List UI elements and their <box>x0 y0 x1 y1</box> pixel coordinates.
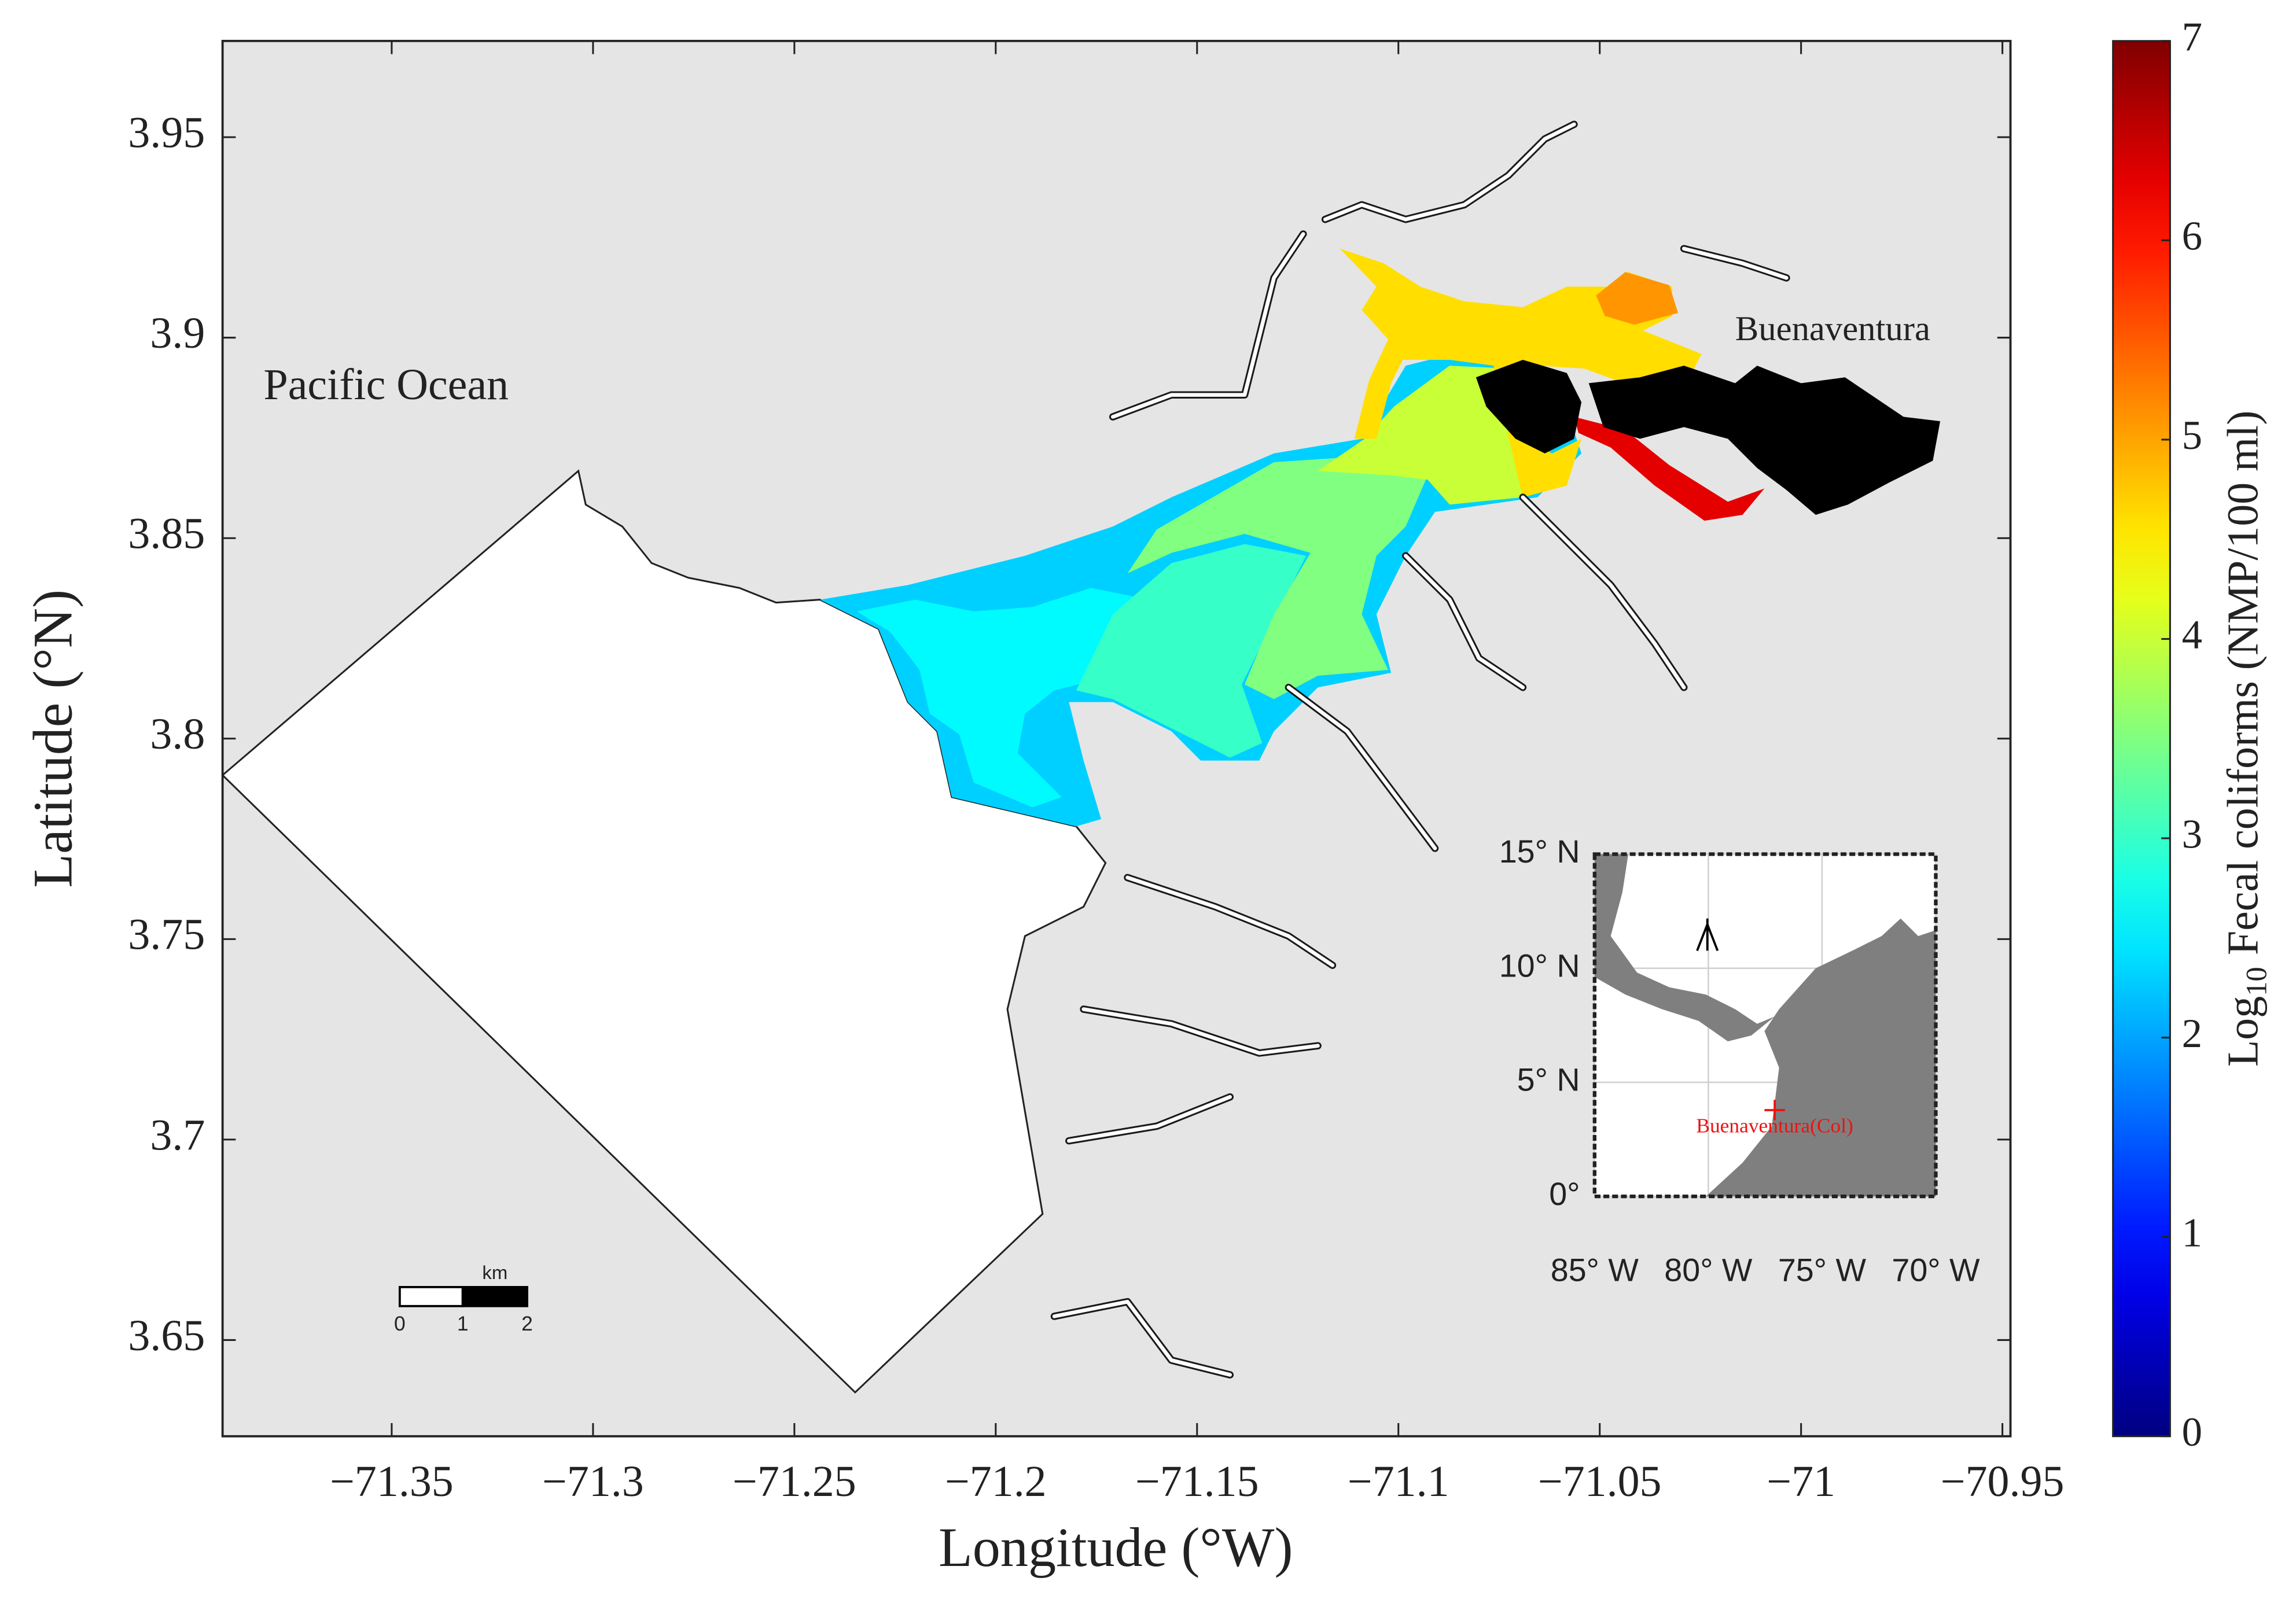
coliform-zone <box>1574 417 1765 521</box>
x-tick-label: −71 <box>1767 1457 1835 1506</box>
coliform-zone <box>856 588 1164 808</box>
y-tick-label: 3.85 <box>128 510 205 558</box>
inset-x-tick-label: 80° W <box>1664 1252 1753 1288</box>
x-tick-label: −71.25 <box>733 1457 856 1506</box>
coliform-zone <box>1076 544 1307 758</box>
inset-x-tick-label: 85° W <box>1551 1252 1639 1288</box>
inset-land <box>1706 918 1936 1197</box>
y-tick-label: 3.7 <box>150 1111 205 1159</box>
x-tick-label: −71.2 <box>945 1457 1047 1506</box>
inset-land <box>1594 854 1775 1042</box>
scale-tick: 2 <box>521 1312 533 1335</box>
city-marker <box>1764 1100 1785 1121</box>
colorbar-tick-label: 1 <box>2182 1210 2202 1255</box>
y-tick-label: 3.65 <box>128 1311 205 1360</box>
y-axis-label: Latitude (°N) <box>21 589 83 888</box>
plume <box>820 248 1765 827</box>
inset-y-tick-label: 5° N <box>1517 1062 1580 1098</box>
colorbar-label-sub: 10 <box>2240 967 2272 996</box>
colorbar-tick-label: 4 <box>2182 613 2202 658</box>
north-arrow <box>1696 918 1719 952</box>
x-tick-label: −71.05 <box>1538 1457 1662 1506</box>
scale-tick: 1 <box>457 1312 469 1335</box>
scale-unit: km <box>482 1262 507 1283</box>
x-axis-label: Longitude (°W) <box>939 1516 1293 1578</box>
colorbar-tick-label: 3 <box>2182 812 2202 857</box>
scale-bar: km 0 1 2 <box>394 1262 533 1335</box>
y-tick-label: 3.8 <box>150 710 205 758</box>
x-tick-label: −71.3 <box>542 1457 644 1506</box>
coliform-zone <box>1127 456 1428 699</box>
x-tick-label: −70.95 <box>1941 1457 2065 1506</box>
scale-tick: 0 <box>394 1312 406 1335</box>
inset-city-label: Buenaventura(Col) <box>1696 1114 1853 1137</box>
x-tick-label: −71.15 <box>1135 1457 1259 1506</box>
inset-map: Buenaventura(Col) 85° W 80° W 75° W 70° W 0°… <box>1499 834 1980 1288</box>
buenaventura-city <box>1476 359 1941 515</box>
scale-segment <box>398 1285 464 1307</box>
y-tick-label: 3.9 <box>150 309 205 358</box>
colorbar-label-part: Log <box>2219 996 2268 1067</box>
colorbar-tick-label: 5 <box>2182 413 2202 458</box>
colorbar-tick-label: 2 <box>2182 1011 2202 1056</box>
colorbar-tick-label: 0 <box>2182 1410 2202 1455</box>
city-label: Buenaventura <box>1735 309 1930 348</box>
colorbar-tick-label: 6 <box>2182 214 2202 259</box>
colorbar <box>2112 40 2171 1438</box>
inset-y-tick-label: 15° N <box>1499 834 1580 869</box>
colorbar-label-part: Fecal coliforms (NMP/100 ml) <box>2219 411 2268 956</box>
inset-x-tick-label: 75° W <box>1778 1252 1867 1288</box>
coliform-zone <box>1596 272 1679 325</box>
inset-frame <box>1592 852 1938 1199</box>
colorbar-label: Log10 Fecal coliforms (NMP/100 ml) <box>2219 411 2272 1067</box>
scale-segment <box>461 1285 528 1307</box>
y-tick-label: 3.75 <box>128 911 205 959</box>
x-tick-label: −71.1 <box>1348 1457 1449 1506</box>
inset-y-tick-label: 10° N <box>1499 948 1580 983</box>
x-tick-label: −71.35 <box>330 1457 454 1506</box>
y-tick-label: 3.95 <box>128 109 205 157</box>
channels <box>1050 120 1790 1379</box>
colorbar-tick-label: 7 <box>2182 14 2202 60</box>
inset-x-tick-label: 70° W <box>1892 1252 1980 1288</box>
inset-y-tick-label: 0° <box>1549 1176 1580 1212</box>
ocean-label: Pacific Ocean <box>264 360 509 409</box>
